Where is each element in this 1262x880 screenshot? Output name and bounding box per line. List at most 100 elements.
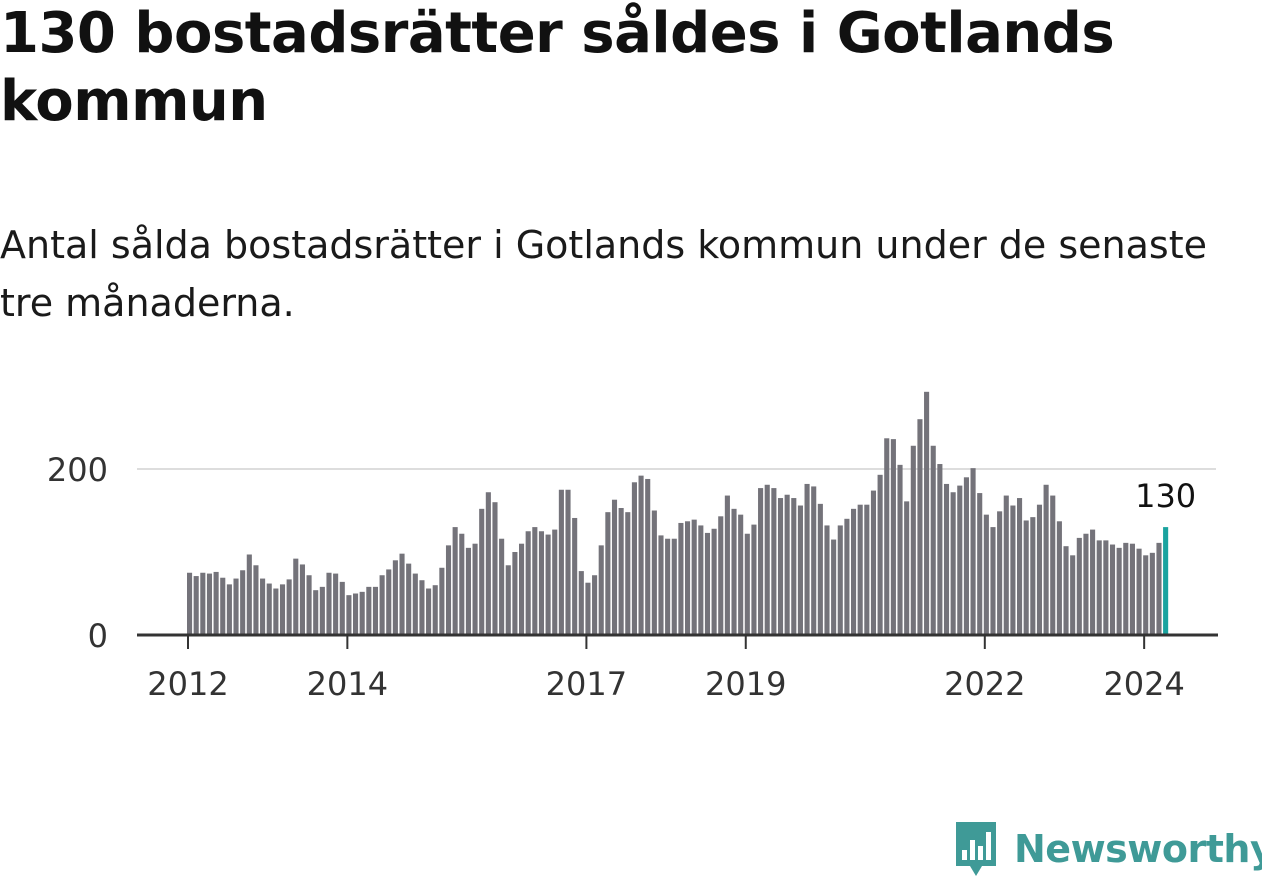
bar xyxy=(910,445,916,635)
bar xyxy=(943,483,950,635)
bar xyxy=(744,533,750,635)
bar xyxy=(811,486,817,635)
x-tick-label: 2017 xyxy=(546,665,627,703)
bar xyxy=(698,525,704,635)
bar xyxy=(1030,517,1036,635)
bar xyxy=(1043,484,1049,635)
bar xyxy=(538,531,545,635)
bar xyxy=(685,521,691,635)
bar xyxy=(558,489,564,635)
bar xyxy=(572,517,578,635)
bar xyxy=(339,581,345,635)
bar xyxy=(691,519,697,635)
brand-logo: Newsworthy xyxy=(952,818,1262,880)
bar xyxy=(791,498,797,635)
x-tick-label: 2012 xyxy=(147,665,228,703)
bar xyxy=(1103,540,1109,635)
bar xyxy=(957,485,963,635)
bar xyxy=(1050,495,1056,635)
bar xyxy=(777,498,784,635)
bar xyxy=(353,593,359,635)
bar xyxy=(718,516,724,635)
bar xyxy=(711,528,717,635)
bar xyxy=(213,571,219,635)
highlight-value-label: 130 xyxy=(1135,477,1196,515)
bar xyxy=(917,419,923,635)
bar xyxy=(797,505,803,635)
chart-subtitle: Antal sålda bostadsrätter i Gotlands kom… xyxy=(0,223,1208,325)
bar xyxy=(233,578,239,635)
bar xyxy=(459,533,465,635)
bar xyxy=(1036,504,1043,635)
bar xyxy=(605,512,611,635)
bar xyxy=(439,567,445,635)
bar xyxy=(432,585,438,635)
bar xyxy=(1109,544,1116,635)
bar xyxy=(392,560,398,635)
x-tick-label: 2024 xyxy=(1103,665,1184,703)
bar xyxy=(273,588,279,635)
bar xyxy=(1003,495,1009,635)
bar xyxy=(1063,546,1069,635)
bar xyxy=(990,527,996,635)
labels: 0 200 2012 2014 2017 2019 2022 2024 130 xyxy=(47,451,1196,703)
bar xyxy=(970,468,976,635)
bar xyxy=(678,522,684,635)
bar xyxy=(771,488,777,635)
bar xyxy=(731,508,737,635)
bar xyxy=(724,495,730,635)
bar xyxy=(445,545,452,635)
bar xyxy=(1083,533,1089,635)
bar xyxy=(611,499,618,635)
bar xyxy=(379,575,385,635)
bar xyxy=(266,583,272,635)
bar xyxy=(187,572,193,635)
bar xyxy=(426,588,432,635)
bar xyxy=(631,482,637,635)
bar xyxy=(359,591,365,635)
bar xyxy=(1149,552,1155,635)
bar xyxy=(260,578,266,635)
y-tick-label: 200 xyxy=(47,451,108,489)
bar xyxy=(386,569,392,635)
bar-highlight xyxy=(1163,527,1169,635)
bar xyxy=(585,582,591,635)
bar xyxy=(419,580,425,635)
bar xyxy=(406,563,412,635)
bar xyxy=(293,558,299,635)
bar xyxy=(253,565,259,635)
bar xyxy=(817,503,823,635)
bar xyxy=(479,508,485,635)
bar xyxy=(824,525,830,635)
bar xyxy=(1096,540,1102,635)
bar xyxy=(200,572,206,635)
bar xyxy=(851,508,857,635)
bar xyxy=(512,552,518,635)
bar xyxy=(1017,498,1023,635)
bar xyxy=(1136,548,1142,635)
bar xyxy=(592,575,598,635)
bar xyxy=(625,512,631,635)
bar xyxy=(904,501,910,635)
bar xyxy=(299,564,305,635)
bar xyxy=(977,493,983,635)
bar xyxy=(465,547,471,635)
bar xyxy=(1070,555,1076,635)
bar xyxy=(618,508,624,635)
bar xyxy=(658,535,664,635)
bar xyxy=(937,464,943,635)
bar xyxy=(831,539,837,635)
bar xyxy=(877,474,883,635)
bar xyxy=(1010,505,1016,635)
bar xyxy=(671,538,677,635)
chart-title: 130 bostadsrätter såldes i Gotlands komm… xyxy=(0,1,1115,134)
bar xyxy=(1116,547,1122,635)
bar xyxy=(704,532,711,635)
bar xyxy=(1129,543,1135,635)
bar xyxy=(950,492,956,635)
bar xyxy=(1156,542,1162,635)
y-tick-label: 0 xyxy=(88,617,108,655)
bar xyxy=(758,488,764,635)
bar xyxy=(346,595,352,635)
